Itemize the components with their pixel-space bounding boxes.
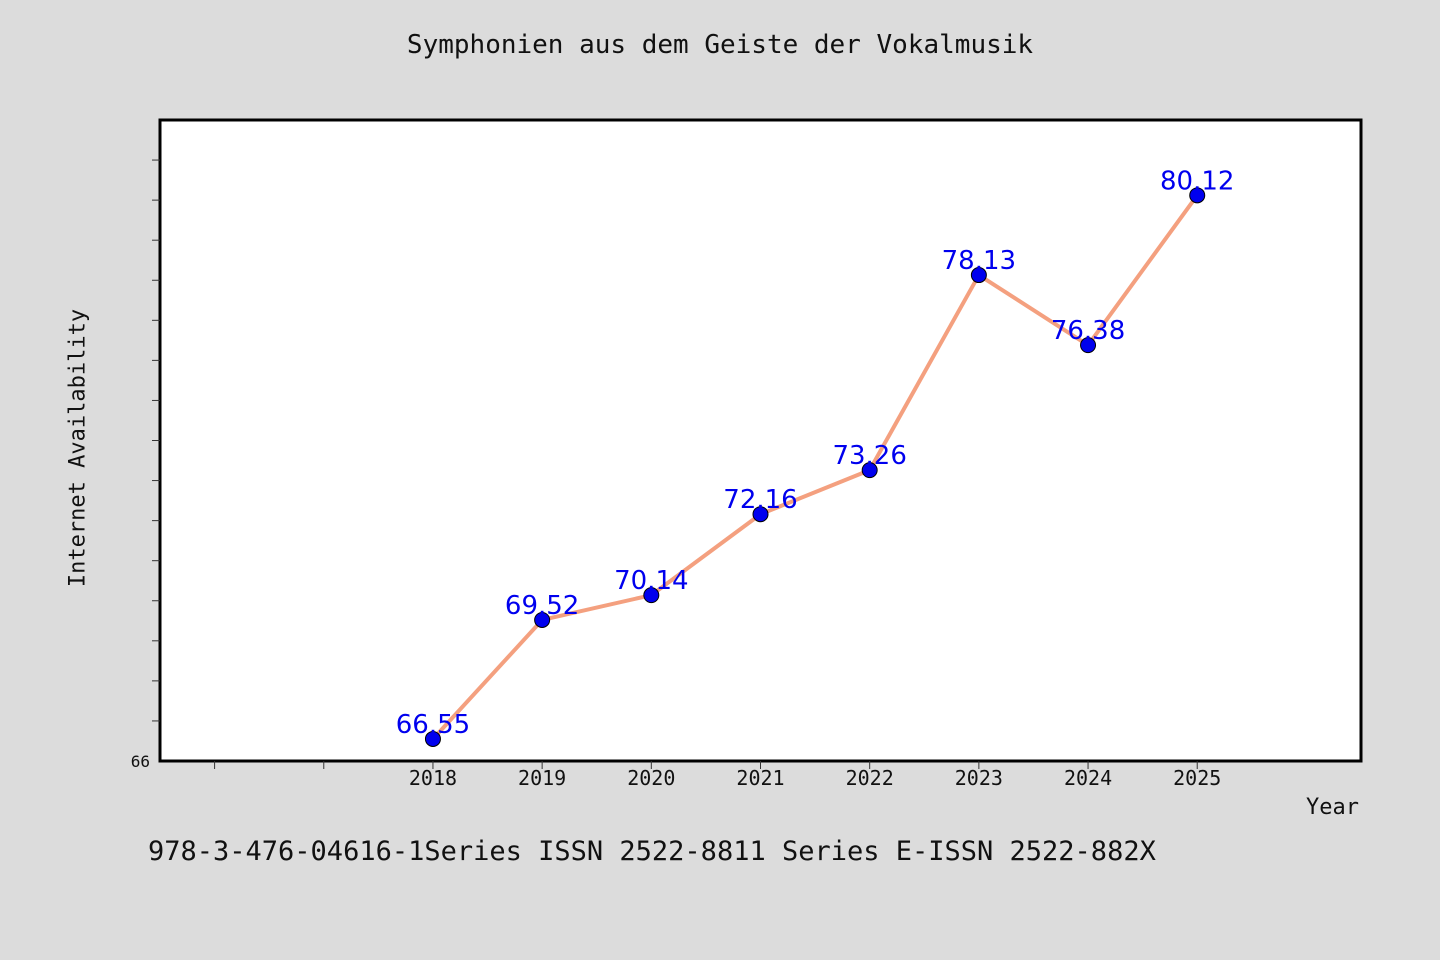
data-label: 78.13 [942,246,1016,276]
x-tick-label: 2019 [518,766,566,790]
x-tick-label: 2022 [846,766,894,790]
data-point [424,730,441,747]
data-point [861,462,878,479]
data-point [534,611,551,628]
x-axis-label: Year [1306,795,1359,820]
data-label: 70.14 [614,566,688,596]
x-tick-label: 2018 [409,766,457,790]
data-point [752,506,769,523]
data-point [643,587,660,604]
x-tick-label: 2025 [1173,766,1221,790]
plot-frame [158,118,1363,763]
x-tick-label: 2023 [955,766,1003,790]
x-tick-label: 2020 [627,766,675,790]
data-point [1080,337,1097,354]
chart-title: Symphonien aus dem Geiste der Vokalmusik [406,30,1034,60]
data-label: 66.55 [396,710,470,740]
x-tick-label: 2021 [736,766,784,790]
footer-isbn-text: 978-3-476-04616-1Series ISSN 2522-8811 S… [148,836,1156,867]
data-label: 80.12 [1160,166,1234,196]
x-tick-label: 2024 [1064,766,1112,790]
series-line [431,194,1199,741]
data-label: 76.38 [1051,316,1125,346]
data-point [970,267,987,284]
data-label: 72.16 [723,485,797,515]
data-point [1189,187,1206,204]
y-tick-label: 66 [131,752,150,771]
data-label: 69.52 [505,591,579,621]
data-label: 73.26 [832,441,906,471]
